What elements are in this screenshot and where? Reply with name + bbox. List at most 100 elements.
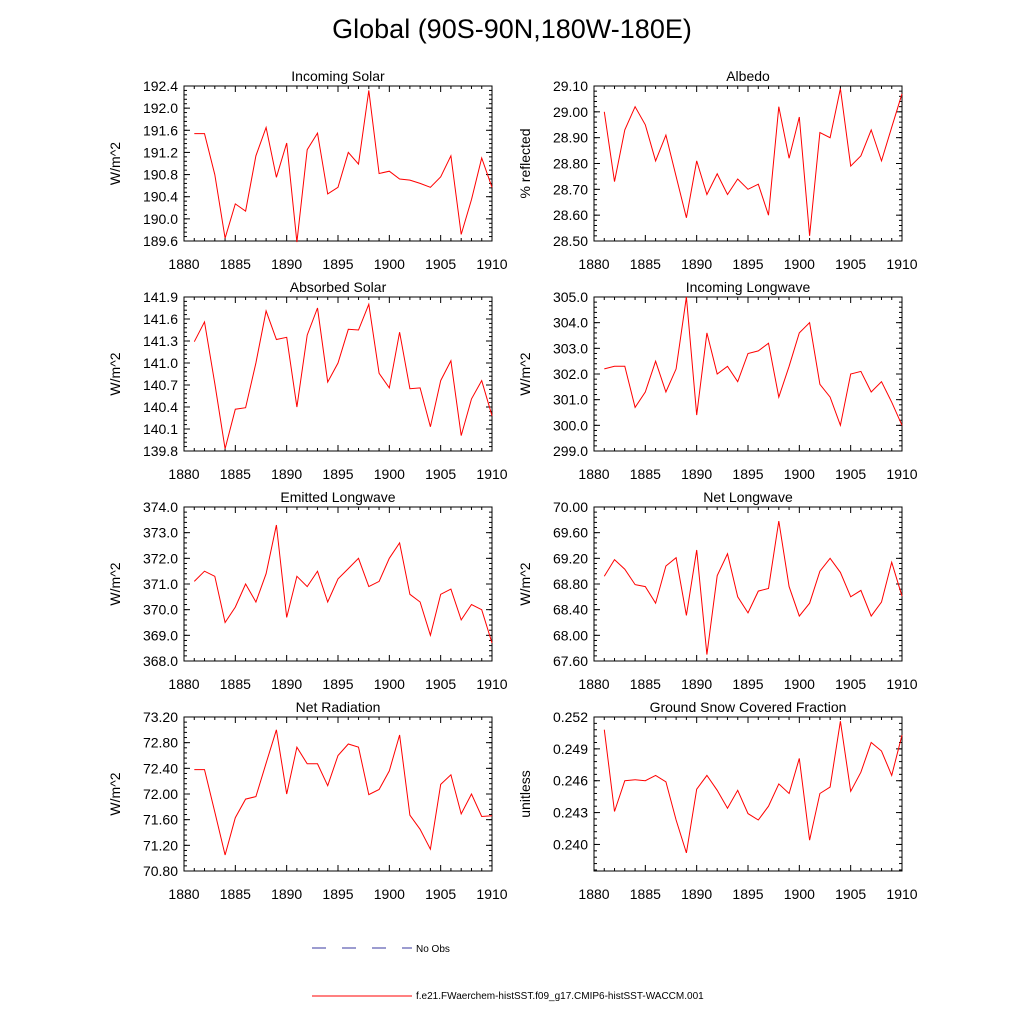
chart-title: Net Radiation — [296, 699, 381, 715]
chart-title: Emitted Longwave — [280, 489, 395, 505]
plot-frame — [593, 506, 903, 662]
y-tick-label: 301.0 — [553, 392, 588, 408]
x-tick-label: 1900 — [784, 256, 815, 272]
y-axis-label: W/m^2 — [107, 772, 123, 815]
y-tick-label: 68.40 — [553, 602, 588, 618]
plot-frame — [593, 716, 903, 872]
legend-model-label: f.e21.FWaerchem-histSST.f09_g17.CMIP6-hi… — [416, 991, 704, 1002]
series-line — [194, 90, 493, 243]
x-tick-label: 1900 — [374, 886, 405, 902]
chart-panel: Albedo % reflected 1880 1885 1890 1895 1900 190… — [517, 68, 918, 272]
series-line — [603, 721, 903, 854]
x-tick-label: 1910 — [476, 676, 507, 692]
x-tick-label: 1890 — [271, 466, 302, 482]
x-tick-label: 1880 — [168, 466, 199, 482]
chart-title: Albedo — [726, 68, 770, 84]
y-tick-label: 368.0 — [143, 653, 178, 669]
y-tick-label: 141.6 — [143, 311, 178, 327]
y-axis-label: W/m^2 — [107, 142, 123, 185]
x-tick-label: 1910 — [476, 466, 507, 482]
x-tick-label: 1880 — [168, 676, 199, 692]
x-tick-label: 1890 — [681, 886, 712, 902]
y-axis-label: W/m^2 — [107, 352, 123, 395]
x-tick-label: 1905 — [835, 466, 866, 482]
x-tick-label: 1895 — [322, 466, 353, 482]
x-tick-label: 1895 — [732, 466, 763, 482]
y-tick-label: 189.6 — [143, 233, 178, 249]
plot-frame — [593, 85, 903, 242]
x-tick-label: 1905 — [835, 256, 866, 272]
y-tick-label: 190.4 — [143, 189, 178, 205]
y-tick-label: 28.70 — [553, 181, 588, 197]
x-tick-label: 1880 — [168, 886, 199, 902]
y-tick-label: 71.20 — [143, 837, 178, 853]
y-tick-label: 28.60 — [553, 207, 588, 223]
x-tick-label: 1885 — [630, 886, 661, 902]
y-tick-label: 72.00 — [143, 786, 178, 802]
x-tick-label: 1900 — [374, 466, 405, 482]
y-tick-label: 0.252 — [553, 709, 588, 725]
plot-frame — [593, 296, 903, 452]
x-tick-label: 1895 — [732, 256, 763, 272]
x-tick-label: 1900 — [374, 676, 405, 692]
legend-no-obs-label: No Obs — [416, 944, 450, 955]
chart-title: Absorbed Solar — [290, 279, 387, 295]
y-tick-label: 190.0 — [143, 211, 178, 227]
y-axis-label: W/m^2 — [517, 562, 533, 605]
y-tick-label: 71.60 — [143, 812, 178, 828]
x-tick-label: 1905 — [425, 886, 456, 902]
y-tick-label: 370.0 — [143, 602, 178, 618]
x-tick-label: 1900 — [784, 886, 815, 902]
y-tick-label: 70.80 — [143, 863, 178, 879]
y-tick-label: 304.0 — [553, 315, 588, 331]
x-tick-label: 1900 — [784, 676, 815, 692]
y-tick-label: 191.2 — [143, 144, 178, 160]
x-tick-label: 1900 — [784, 466, 815, 482]
y-tick-label: 139.8 — [143, 443, 178, 459]
y-tick-label: 72.40 — [143, 760, 178, 776]
x-tick-label: 1890 — [681, 676, 712, 692]
x-tick-label: 1890 — [271, 676, 302, 692]
y-tick-label: 192.0 — [143, 100, 178, 116]
x-tick-label: 1885 — [220, 676, 251, 692]
x-tick-label: 1890 — [271, 886, 302, 902]
y-tick-label: 303.0 — [553, 340, 588, 356]
y-tick-label: 0.243 — [553, 805, 588, 821]
y-tick-label: 190.8 — [143, 167, 178, 183]
y-tick-label: 141.0 — [143, 355, 178, 371]
y-tick-label: 28.90 — [553, 130, 588, 146]
x-tick-label: 1900 — [374, 256, 405, 272]
y-tick-label: 374.0 — [143, 499, 178, 515]
y-tick-label: 0.246 — [553, 773, 588, 789]
series-line — [604, 296, 903, 428]
x-tick-label: 1905 — [835, 886, 866, 902]
y-tick-label: 69.20 — [553, 550, 588, 566]
y-tick-label: 371.0 — [143, 576, 178, 592]
series-line — [193, 524, 493, 644]
plot-frame — [183, 85, 493, 242]
chart-panel: Ground Snow Covered Fraction unitless 1880… — [517, 699, 918, 902]
series-line — [194, 729, 493, 856]
chart-panel: Incoming Longwave W/m^2 1880 1885 1890 1895 19… — [517, 279, 918, 482]
y-tick-label: 299.0 — [553, 443, 588, 459]
y-axis-label: % reflected — [517, 128, 533, 198]
x-tick-label: 1905 — [425, 256, 456, 272]
y-axis-label: W/m^2 — [517, 352, 533, 395]
y-axis-label: unitless — [517, 770, 533, 817]
x-tick-label: 1895 — [732, 886, 763, 902]
y-tick-label: 191.6 — [143, 122, 178, 138]
x-tick-label: 1885 — [630, 466, 661, 482]
y-tick-label: 69.60 — [553, 525, 588, 541]
y-tick-label: 140.1 — [143, 421, 178, 437]
chart-panel: Absorbed Solar W/m^2 1880 1885 1890 1895 1900 1… — [107, 279, 508, 482]
y-tick-label: 73.20 — [143, 709, 178, 725]
y-tick-label: 369.0 — [143, 627, 178, 643]
x-tick-label: 1895 — [732, 676, 763, 692]
series-line — [603, 88, 903, 236]
x-tick-label: 1890 — [681, 256, 712, 272]
plot-frame — [183, 506, 493, 662]
y-tick-label: 67.60 — [553, 653, 588, 669]
y-tick-label: 192.4 — [143, 78, 178, 94]
chart-panel: Incoming Solar W/m^2 1880 1885 1890 1895 1900 1… — [107, 68, 508, 272]
